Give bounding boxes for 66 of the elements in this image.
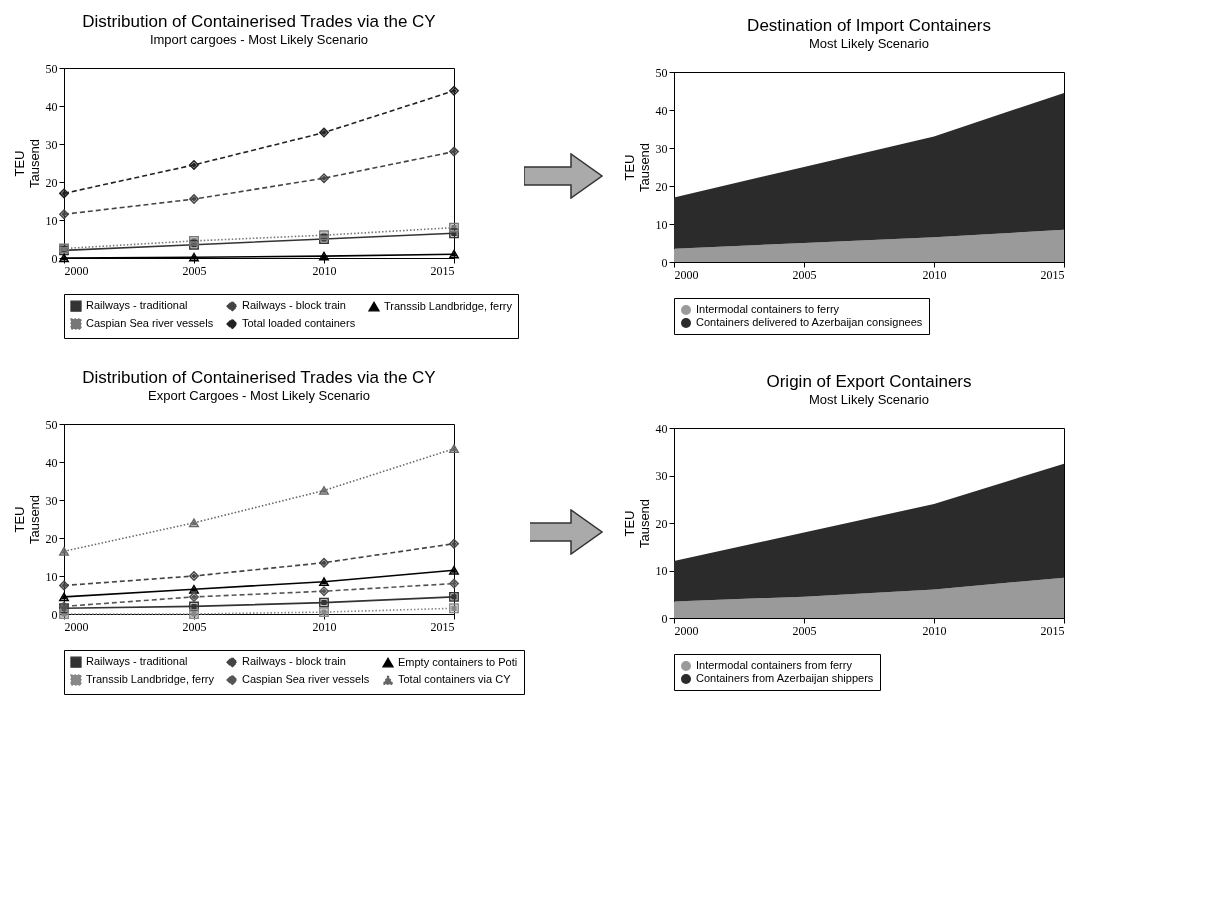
y-tick-label: 30 [45,493,58,508]
y-tick-label: 40 [655,103,668,118]
legend-label: Railways - traditional [86,299,188,312]
legend-label: Caspian Sea river vessels [242,673,370,685]
x-tick-label: 2005 [182,263,207,278]
x-tick-label: 2000 [674,267,699,282]
x-tick-label: 2005 [792,267,817,282]
y-tick-label: 0 [661,255,668,270]
x-tick-label: 2015 [1040,267,1065,282]
chart-subtitle: Most Likely Scenario [809,392,929,407]
chart-title: Distribution of Containerised Trades via the CY [82,12,436,31]
x-tick-label: 2000 [64,263,89,278]
legend-label: Railways - traditional [86,655,188,668]
y-axis-title: TEU Tausend [11,494,42,545]
y-tick-label: 0 [661,611,668,626]
y-tick-label: 50 [655,65,668,80]
x-tick-label: 2010 [922,623,947,638]
y-tick-label: 10 [655,217,668,232]
y-axis-title: TEU Tausend [621,142,652,193]
y-tick-label: 40 [45,99,58,114]
chart-subtitle: Import cargoes - Most Likely Scenario [149,32,369,47]
y-tick-label: 50 [45,61,58,76]
legend-label: Railways - block train [242,655,346,668]
chart-title: Distribution of Containerised Trades via the CY [82,368,436,387]
y-tick-label: 10 [45,213,58,228]
y-tick-label: 30 [655,469,668,483]
y-tick-label: 20 [655,179,668,194]
chart-title: Origin of Export Containers [766,372,972,391]
x-tick-label: 2000 [674,623,699,638]
x-tick-label: 2005 [182,619,207,634]
y-tick-label: 20 [45,175,58,190]
x-tick-label: 2000 [64,619,89,634]
legend-label: Intermodal containers to ferry [696,303,840,315]
y-tick-label: 10 [45,569,58,584]
legend-label: Containers from Azerbaijan shippers [696,672,874,684]
legend-label: Containers delivered to Azerbaijan consignees [696,316,923,328]
y-tick-label: 20 [45,531,58,546]
y-tick-label: 40 [655,421,668,436]
y-tick-label: 10 [655,564,668,578]
legend-label: Total loaded containers [242,317,356,329]
x-tick-label: 2015 [1040,623,1065,638]
y-axis-title: TEU Tausend [11,138,42,189]
legend-label: Intermodal containers from ferry [696,659,853,671]
legend-label: Empty containers to Poti [398,655,518,668]
x-tick-label: 2015 [430,263,455,278]
legend-label: Caspian Sea river vessels [86,317,214,329]
legend-label: Railways - block train [242,299,346,312]
legend-label: Total containers via CY [398,673,512,685]
legend-label: Transsib Landbridge, ferry [384,299,513,312]
y-tick-label: 30 [45,137,58,152]
x-tick-label: 2005 [792,623,817,638]
legend-label: Transsib Landbridge, ferry [86,673,215,685]
y-tick-label: 40 [45,455,58,470]
y-axis-title: TEU Tausend [621,498,652,549]
x-tick-label: 2010 [312,263,337,278]
x-tick-label: 2010 [312,619,337,634]
y-tick-label: 30 [655,141,668,156]
chart-subtitle: Most Likely Scenario [809,36,929,51]
x-tick-label: 2015 [430,619,455,634]
y-tick-label: 50 [45,417,58,432]
y-tick-label: 20 [655,516,668,531]
x-tick-label: 2010 [922,267,947,282]
chart-title: Destination of Import Containers [747,16,991,35]
y-tick-label: 0 [51,251,58,266]
y-tick-label: 0 [51,607,58,622]
chart-subtitle: Export Cargoes - Most Likely Scenario [148,388,370,403]
